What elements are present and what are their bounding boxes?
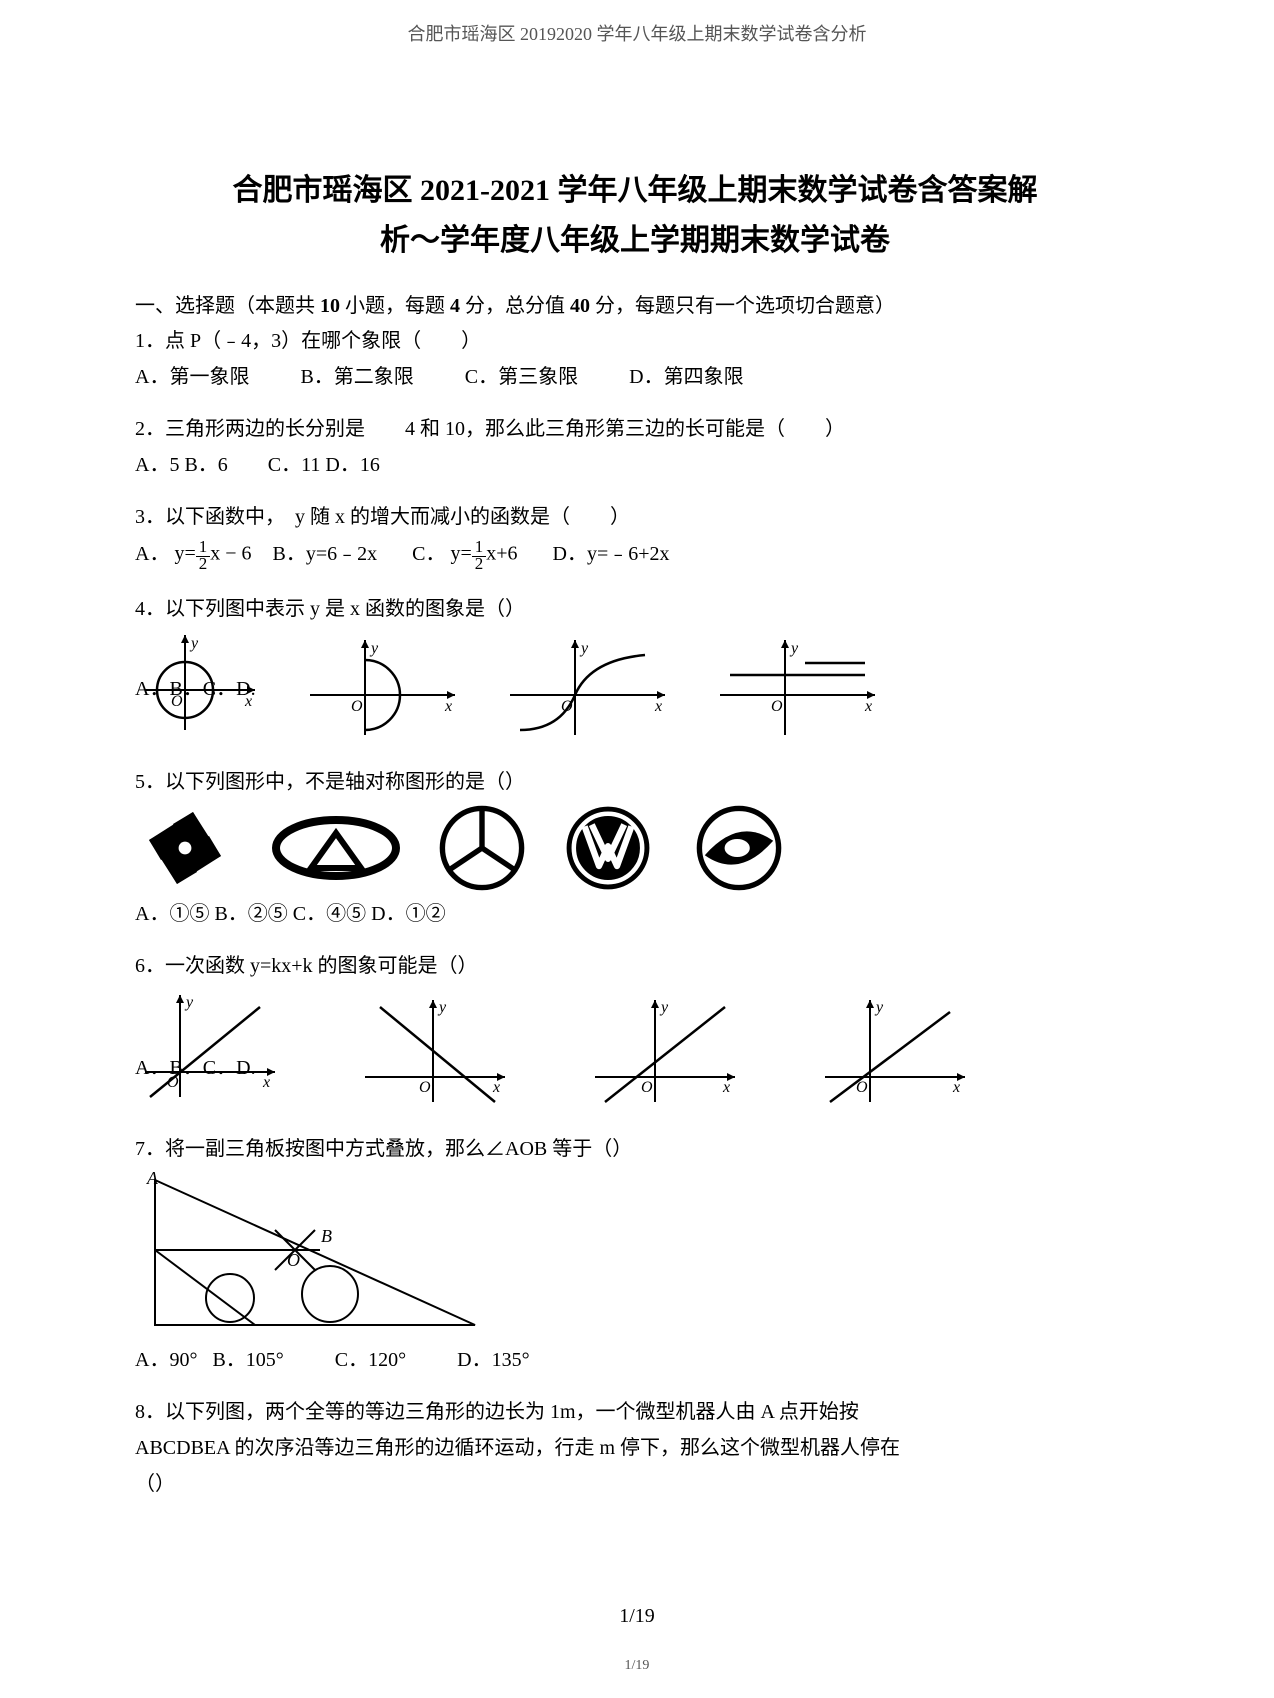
logo-eye-icon bbox=[689, 803, 789, 893]
q3-opt-c: C． y=12x+6 bbox=[412, 543, 522, 565]
q2-options: A．5 B．6 C．11 D．16 bbox=[135, 450, 1135, 480]
q3-opt-a: A． y=12x − 6 bbox=[135, 543, 257, 565]
q7-opt-a: A．90° bbox=[135, 1349, 197, 1371]
q6-graph-a-wrap: A．B．C．D. y O x bbox=[135, 987, 285, 1112]
q1-opt-c: C．第三象限 bbox=[465, 366, 578, 388]
question-1: 1．点 P（﹣4，3）在哪个象限（ ） A．第一象限 B．第二象限 C．第三象限… bbox=[135, 326, 1135, 392]
question-7: 7．将一副三角板按图中方式叠放，那么∠AOB 等于（） A B O A．90° … bbox=[135, 1134, 1135, 1375]
q4-graph-a-wrap: A．B．C．D. y O x bbox=[135, 630, 265, 745]
section-header: 一、选择题（本题共 10 小题，每题 4 分，总分值 40 分，每题只有一个选项… bbox=[135, 289, 1135, 318]
frac-d: 2 bbox=[196, 554, 211, 573]
q3-a-formula: y=12x − 6 bbox=[174, 538, 251, 572]
q7-lbl-b: B bbox=[321, 1226, 332, 1246]
q1-opt-d: D．第四象限 bbox=[629, 366, 743, 388]
svg-text:y: y bbox=[659, 999, 669, 1016]
svg-text:x: x bbox=[864, 698, 872, 715]
q6-graph-b: y O x bbox=[355, 992, 515, 1112]
q7-lbl-a: A bbox=[146, 1170, 159, 1188]
q3-c-label: C． bbox=[412, 543, 445, 565]
q4-graph-c: y O x bbox=[505, 635, 675, 745]
q6-text: 6．一次函数 y=kx+k 的图象可能是（） bbox=[135, 951, 1135, 981]
q8-line1: 8．以下列图，两个全等的等边三角形的边长为 1m，一个微型机器人由 A 点开始按 bbox=[135, 1397, 1135, 1427]
q7-opt-d: D．135° bbox=[457, 1349, 529, 1371]
q4-graph-d: y O x bbox=[715, 635, 885, 745]
title-line1: 合肥市瑶海区 2021-2021 学年八年级上期末数学试卷含答案解 bbox=[135, 165, 1135, 209]
q4-labels: A．B．C．D. bbox=[135, 672, 256, 701]
logo-vw-icon bbox=[563, 803, 653, 893]
q4-text: 4．以下列图中表示 y 是 x 函数的图象是（） bbox=[135, 594, 1135, 624]
svg-text:O: O bbox=[856, 1079, 868, 1096]
svg-text:O: O bbox=[641, 1079, 653, 1096]
q3-text: 3．以下函数中， y 随 x 的增大而减小的函数是（ ） bbox=[135, 502, 1135, 532]
q4-graph-b: y O x bbox=[305, 635, 465, 745]
svg-text:O: O bbox=[561, 698, 573, 715]
q3-a-label: A． bbox=[135, 543, 169, 565]
q3-options: A． y=12x − 6 B．y=6﹣2x C． y=12x+6 D．y=﹣6+… bbox=[135, 538, 1135, 572]
q3-opt-b: B．y=6﹣2x bbox=[273, 543, 378, 565]
q6-graph-a: y O x bbox=[135, 987, 285, 1107]
q7-opt-c: C．120° bbox=[335, 1349, 406, 1371]
svg-text:O: O bbox=[419, 1079, 431, 1096]
page-footer-1: 1/19 bbox=[0, 1605, 1274, 1628]
q3-eqy-a: y= bbox=[174, 543, 195, 565]
q5-options: A．①⑤ B．②⑤ C．④⑤ D．①② bbox=[135, 899, 1135, 929]
q1-text: 1．点 P（﹣4，3）在哪个象限（ ） bbox=[135, 326, 1135, 356]
q7-lbl-o: O bbox=[287, 1250, 300, 1270]
svg-text:y: y bbox=[579, 640, 589, 657]
page-header: 合肥市瑶海区 20192020 学年八年级上期末数学试卷含分析 bbox=[0, 20, 1274, 46]
q3-eqy-c: y= bbox=[450, 543, 471, 565]
logo-shutter-icon bbox=[135, 808, 235, 888]
svg-text:y: y bbox=[874, 999, 884, 1016]
question-3: 3．以下函数中， y 随 x 的增大而减小的函数是（ ） A． y=12x − … bbox=[135, 502, 1135, 572]
content: 合肥市瑶海区 2021-2021 学年八年级上期末数学试卷含答案解 析～学年度八… bbox=[135, 165, 1135, 1521]
logo-mercedes-icon bbox=[437, 803, 527, 893]
q7-text: 7．将一副三角板按图中方式叠放，那么∠AOB 等于（） bbox=[135, 1134, 1135, 1164]
svg-text:x: x bbox=[722, 1079, 730, 1096]
svg-text:x: x bbox=[654, 698, 662, 715]
q6-graphs: A．B．C．D. y O x bbox=[135, 987, 1135, 1112]
q1-opt-a: A．第一象限 bbox=[135, 366, 249, 388]
svg-text:O: O bbox=[771, 698, 783, 715]
q5-text: 5．以下列图形中，不是轴对称图形的是（） bbox=[135, 767, 1135, 797]
svg-text:x: x bbox=[952, 1079, 960, 1096]
svg-text:x: x bbox=[444, 698, 452, 715]
q7-figure: A B O bbox=[135, 1170, 495, 1340]
question-6: 6．一次函数 y=kx+k 的图象可能是（） A．B．C．D. y O x bbox=[135, 951, 1135, 1112]
q3-c-formula: y=12x+6 bbox=[450, 538, 517, 572]
q7-opt-b: B．105° bbox=[212, 1349, 283, 1371]
q5-logos bbox=[135, 803, 1135, 893]
logo-infiniti-icon bbox=[271, 813, 401, 883]
page-footer-2: 1/19 bbox=[0, 1658, 1274, 1674]
q6-labels: A．B．C．D. bbox=[135, 1051, 256, 1080]
q6-graph-d: y O x bbox=[815, 992, 975, 1112]
q3-c-rest: x+6 bbox=[486, 543, 517, 565]
svg-text:y: y bbox=[437, 999, 447, 1016]
q6-graph-c: y O x bbox=[585, 992, 745, 1112]
q1-options: A．第一象限 B．第二象限 C．第三象限 D．第四象限 bbox=[135, 362, 1135, 392]
svg-text:y: y bbox=[369, 640, 379, 657]
q2-text: 2．三角形两边的长分别是 4 和 10，那么此三角形第三边的长可能是（ ） bbox=[135, 414, 1135, 444]
q8-line3: （） bbox=[135, 1469, 1135, 1499]
q3-a-rest: x − 6 bbox=[210, 543, 251, 565]
question-5: 5．以下列图形中，不是轴对称图形的是（） bbox=[135, 767, 1135, 929]
q7-options: A．90° B．105° C．120° D．135° bbox=[135, 1345, 1135, 1375]
q8-line2: ABCDBEA 的次序沿等边三角形的边循环运动，行走 m 停下，那么这个微型机器… bbox=[135, 1433, 1135, 1463]
svg-text:y: y bbox=[189, 635, 199, 652]
svg-text:y: y bbox=[789, 640, 799, 657]
question-8: 8．以下列图，两个全等的等边三角形的边长为 1m，一个微型机器人由 A 点开始按… bbox=[135, 1397, 1135, 1499]
q4-graphs: A．B．C．D. y O x bbox=[135, 630, 1135, 745]
title-line2: 析～学年度八年级上学期期末数学试卷 bbox=[135, 215, 1135, 259]
svg-text:x: x bbox=[262, 1074, 270, 1091]
q1-opt-b: B．第二象限 bbox=[300, 366, 413, 388]
question-2: 2．三角形两边的长分别是 4 和 10，那么此三角形第三边的长可能是（ ） A．… bbox=[135, 414, 1135, 480]
q3-opt-d: D．y=﹣6+2x bbox=[553, 543, 670, 565]
question-4: 4．以下列图中表示 y 是 x 函数的图象是（） A．B．C．D. y O x bbox=[135, 594, 1135, 745]
svg-text:x: x bbox=[492, 1079, 500, 1096]
page: 合肥市瑶海区 20192020 学年八年级上期末数学试卷含分析 合肥市瑶海区 2… bbox=[0, 0, 1274, 1698]
frac-d2: 2 bbox=[472, 554, 487, 573]
svg-text:O: O bbox=[351, 698, 363, 715]
svg-text:y: y bbox=[184, 994, 194, 1011]
